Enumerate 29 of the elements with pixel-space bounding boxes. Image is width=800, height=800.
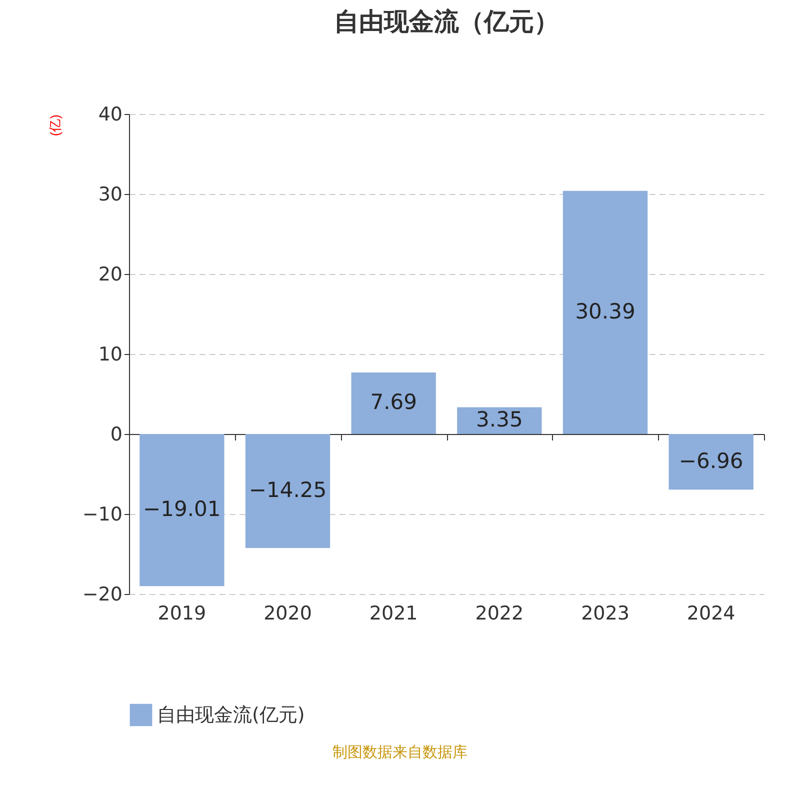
- x-tick-label: 2024: [686, 602, 736, 624]
- bar: [668, 434, 754, 490]
- bar: [562, 190, 648, 434]
- legend-label: 自由现金流(亿元): [157, 704, 305, 726]
- x-tick-label: 2022: [475, 602, 524, 624]
- x-tick-label: 2020: [264, 602, 312, 624]
- text: 制图数据来自数据库: [332, 743, 468, 762]
- data-label: 30.39: [575, 299, 636, 324]
- bar: [351, 372, 436, 434]
- x-tick-label: 2023: [581, 602, 630, 624]
- y-tick-label: 10: [98, 344, 122, 366]
- data-label: −19.01: [143, 497, 221, 522]
- x-tick-label: 2019: [158, 602, 206, 624]
- data-label: 7.69: [370, 390, 417, 414]
- x-tick-label: 2021: [369, 602, 418, 624]
- bar: [457, 407, 542, 434]
- y-tick-label: 20: [98, 264, 122, 286]
- y-tick-label: 30: [98, 184, 122, 206]
- y-tick-label: −10: [82, 504, 122, 526]
- data-label: 3.35: [476, 408, 523, 432]
- y-tick-label: −20: [82, 584, 122, 606]
- data-label: −6.96: [678, 448, 744, 473]
- data-label: −14.25: [248, 478, 327, 502]
- bar: [140, 434, 224, 586]
- y-tick-label: 0: [110, 424, 122, 446]
- y-axis-title: (亿): [47, 114, 62, 136]
- y-tick-label: 40: [98, 104, 122, 126]
- chart-title: 自由现金流（亿元）: [334, 7, 559, 36]
- bar: [245, 434, 330, 548]
